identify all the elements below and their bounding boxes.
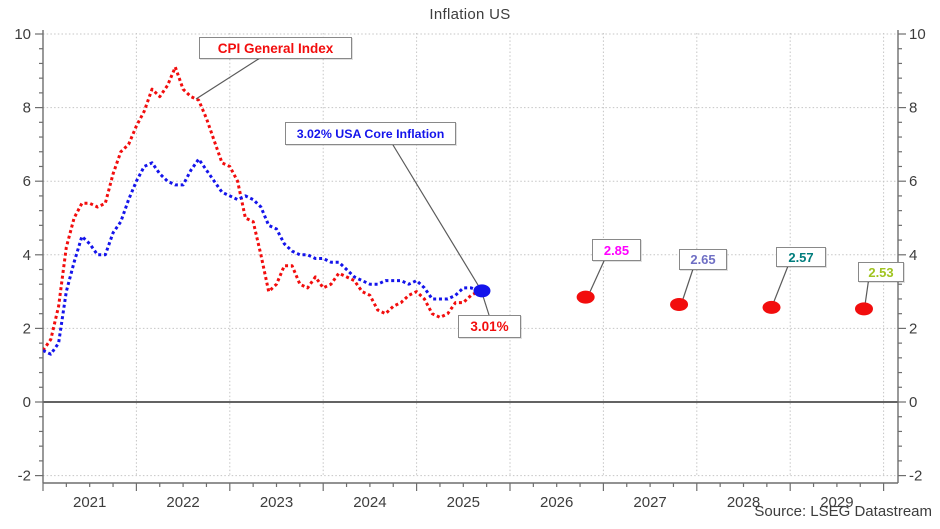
axis-tick-label: 6 — [23, 173, 31, 190]
axis-tick-label: 10 — [909, 26, 926, 43]
cpi-general-line — [43, 65, 480, 352]
forecast-label-2029: 2.53 — [858, 262, 904, 282]
axis-tick-label: 0 — [23, 394, 31, 411]
core-latest-point — [473, 284, 491, 298]
axis-tick-label: 2023 — [260, 494, 293, 511]
axis-tick-label: 2 — [909, 320, 917, 337]
cpi-latest-value-label: 3.01% — [458, 315, 521, 338]
axis-tick-label: 2 — [23, 320, 31, 337]
core-inflation-callout-label: 3.02% USA Core Inflation — [285, 122, 456, 145]
forecast-label-2028: 2.57 — [776, 247, 826, 267]
core-inflation-line — [43, 157, 480, 356]
axis-tick-label: -2 — [18, 468, 31, 485]
axis-tick-label: 4 — [909, 247, 917, 264]
axis-tick-label: 6 — [909, 173, 917, 190]
axis-tick-label: 2024 — [353, 494, 386, 511]
forecast-label-2026: 2.85 — [592, 239, 641, 261]
axis-tick-label: 2021 — [73, 494, 106, 511]
callout-leader-line — [392, 144, 482, 291]
axis-tick-label: 8 — [23, 100, 31, 117]
axis-tick-label: 2025 — [447, 494, 480, 511]
axis-tick-label: 2027 — [633, 494, 666, 511]
axis-tick-label: 0 — [909, 394, 917, 411]
forecast-label-2027: 2.65 — [679, 249, 727, 270]
axis-tick-label: 8 — [909, 100, 917, 117]
axis-tick-label: 2022 — [166, 494, 199, 511]
forecast-point — [854, 302, 873, 316]
forecast-point — [762, 300, 781, 314]
forecast-point — [576, 290, 595, 304]
chart-title: Inflation US — [429, 6, 511, 23]
callout-leader-line — [772, 265, 789, 305]
axis-tick-label: 10 — [14, 26, 31, 43]
axis-tick-label: 2026 — [540, 494, 573, 511]
axis-tick-label: 2028 — [727, 494, 760, 511]
forecast-point — [670, 297, 689, 311]
source-credit: Source: LSEG Datastream — [754, 503, 932, 520]
callout-leader-line — [195, 57, 261, 100]
axis-tick-label: 2029 — [820, 494, 853, 511]
axis-tick-label: 4 — [23, 247, 31, 264]
callout-leader-line — [681, 268, 694, 303]
callout-leader-line — [588, 260, 605, 295]
cpi-series-callout-label: CPI General Index — [199, 37, 352, 59]
axis-tick-label: -2 — [909, 468, 922, 485]
